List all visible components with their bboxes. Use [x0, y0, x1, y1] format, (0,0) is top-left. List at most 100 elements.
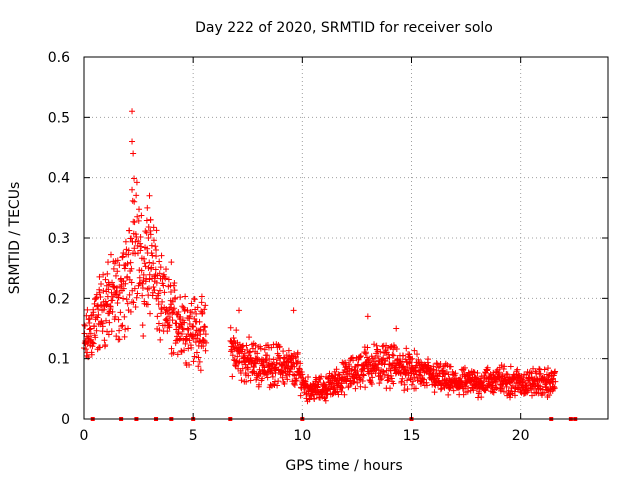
data-point [322, 397, 329, 404]
data-point [124, 273, 131, 280]
data-point [375, 361, 382, 368]
data-point [203, 339, 210, 346]
data-point [284, 376, 291, 383]
data-point [84, 306, 91, 313]
data-point [142, 263, 149, 270]
data-point [369, 374, 376, 381]
data-point [114, 268, 121, 275]
data-point [239, 346, 246, 353]
data-point [88, 336, 95, 343]
data-point [333, 366, 340, 373]
data-point [305, 373, 312, 380]
data-point [322, 394, 329, 401]
x-tick-label: 20 [512, 428, 530, 444]
data-point [386, 354, 393, 361]
data-point [84, 341, 91, 348]
data-point [356, 354, 363, 361]
data-point [151, 287, 158, 294]
data-point [503, 380, 510, 387]
data-point [125, 247, 132, 254]
data-point [297, 360, 304, 367]
data-point [270, 356, 277, 363]
data-point [245, 366, 252, 373]
data-point [158, 310, 165, 317]
data-point [93, 294, 100, 301]
data-point [105, 259, 112, 266]
axis-ticks: 0 5 10 15 20 0 0.1 0.2 0.3 0.4 0.5 0.6 [48, 50, 608, 444]
x-tick-label: 5 [189, 428, 198, 444]
data-point [311, 396, 318, 403]
data-point [124, 260, 131, 267]
data-point [114, 299, 121, 306]
data-point [102, 341, 109, 348]
data-point [90, 340, 97, 347]
data-point [271, 382, 278, 389]
data-point [195, 354, 202, 361]
data-point [291, 372, 298, 379]
data-point [86, 315, 93, 322]
data-point [144, 204, 151, 211]
data-point [263, 371, 270, 378]
data-point [128, 235, 135, 242]
data-point [497, 387, 504, 394]
data-point [127, 308, 134, 315]
data-point [130, 150, 137, 157]
data-point [551, 383, 558, 390]
data-point [114, 284, 121, 291]
data-point [537, 370, 544, 377]
data-point [390, 380, 397, 387]
data-point [281, 380, 288, 387]
data-point [145, 285, 152, 292]
data-point [401, 387, 408, 394]
data-point [103, 301, 110, 308]
data-point [411, 347, 418, 354]
data-point [96, 289, 103, 296]
data-point [403, 345, 410, 352]
data-point [360, 372, 367, 379]
x-tick-label: 0 [80, 428, 89, 444]
data-point [498, 362, 505, 369]
data-point [179, 303, 186, 310]
data-point [406, 359, 413, 366]
data-point [198, 293, 205, 300]
data-point [155, 320, 162, 327]
data-point [95, 306, 102, 313]
data-point [156, 270, 163, 277]
data-point [95, 311, 102, 318]
data-point [341, 391, 348, 398]
data-point [360, 371, 367, 378]
data-point [430, 366, 437, 373]
data-point [199, 309, 206, 316]
data-point [496, 369, 503, 376]
data-point [546, 392, 553, 399]
data-point [354, 379, 361, 386]
data-point [523, 387, 530, 394]
data-point [279, 369, 286, 376]
data-point [194, 304, 201, 311]
data-point [194, 332, 201, 339]
data-point [92, 334, 99, 341]
data-point [109, 297, 116, 304]
data-point [114, 257, 121, 264]
data-point [102, 276, 109, 283]
data-point [134, 213, 141, 220]
data-point [132, 250, 139, 257]
data-point [82, 322, 89, 329]
data-point [415, 359, 422, 366]
data-point [184, 325, 191, 332]
data-point [140, 332, 147, 339]
data-point [132, 231, 139, 238]
data-point [202, 302, 209, 309]
data-point [128, 279, 135, 286]
data-point [452, 370, 459, 377]
data-point [290, 307, 297, 314]
data-point [122, 280, 129, 287]
data-point [157, 336, 164, 343]
data-point [202, 324, 209, 331]
data-point [88, 351, 95, 358]
data-point [447, 363, 454, 370]
data-point [104, 270, 111, 277]
data-point [117, 275, 124, 282]
data-point [179, 325, 186, 332]
data-point [144, 286, 151, 293]
